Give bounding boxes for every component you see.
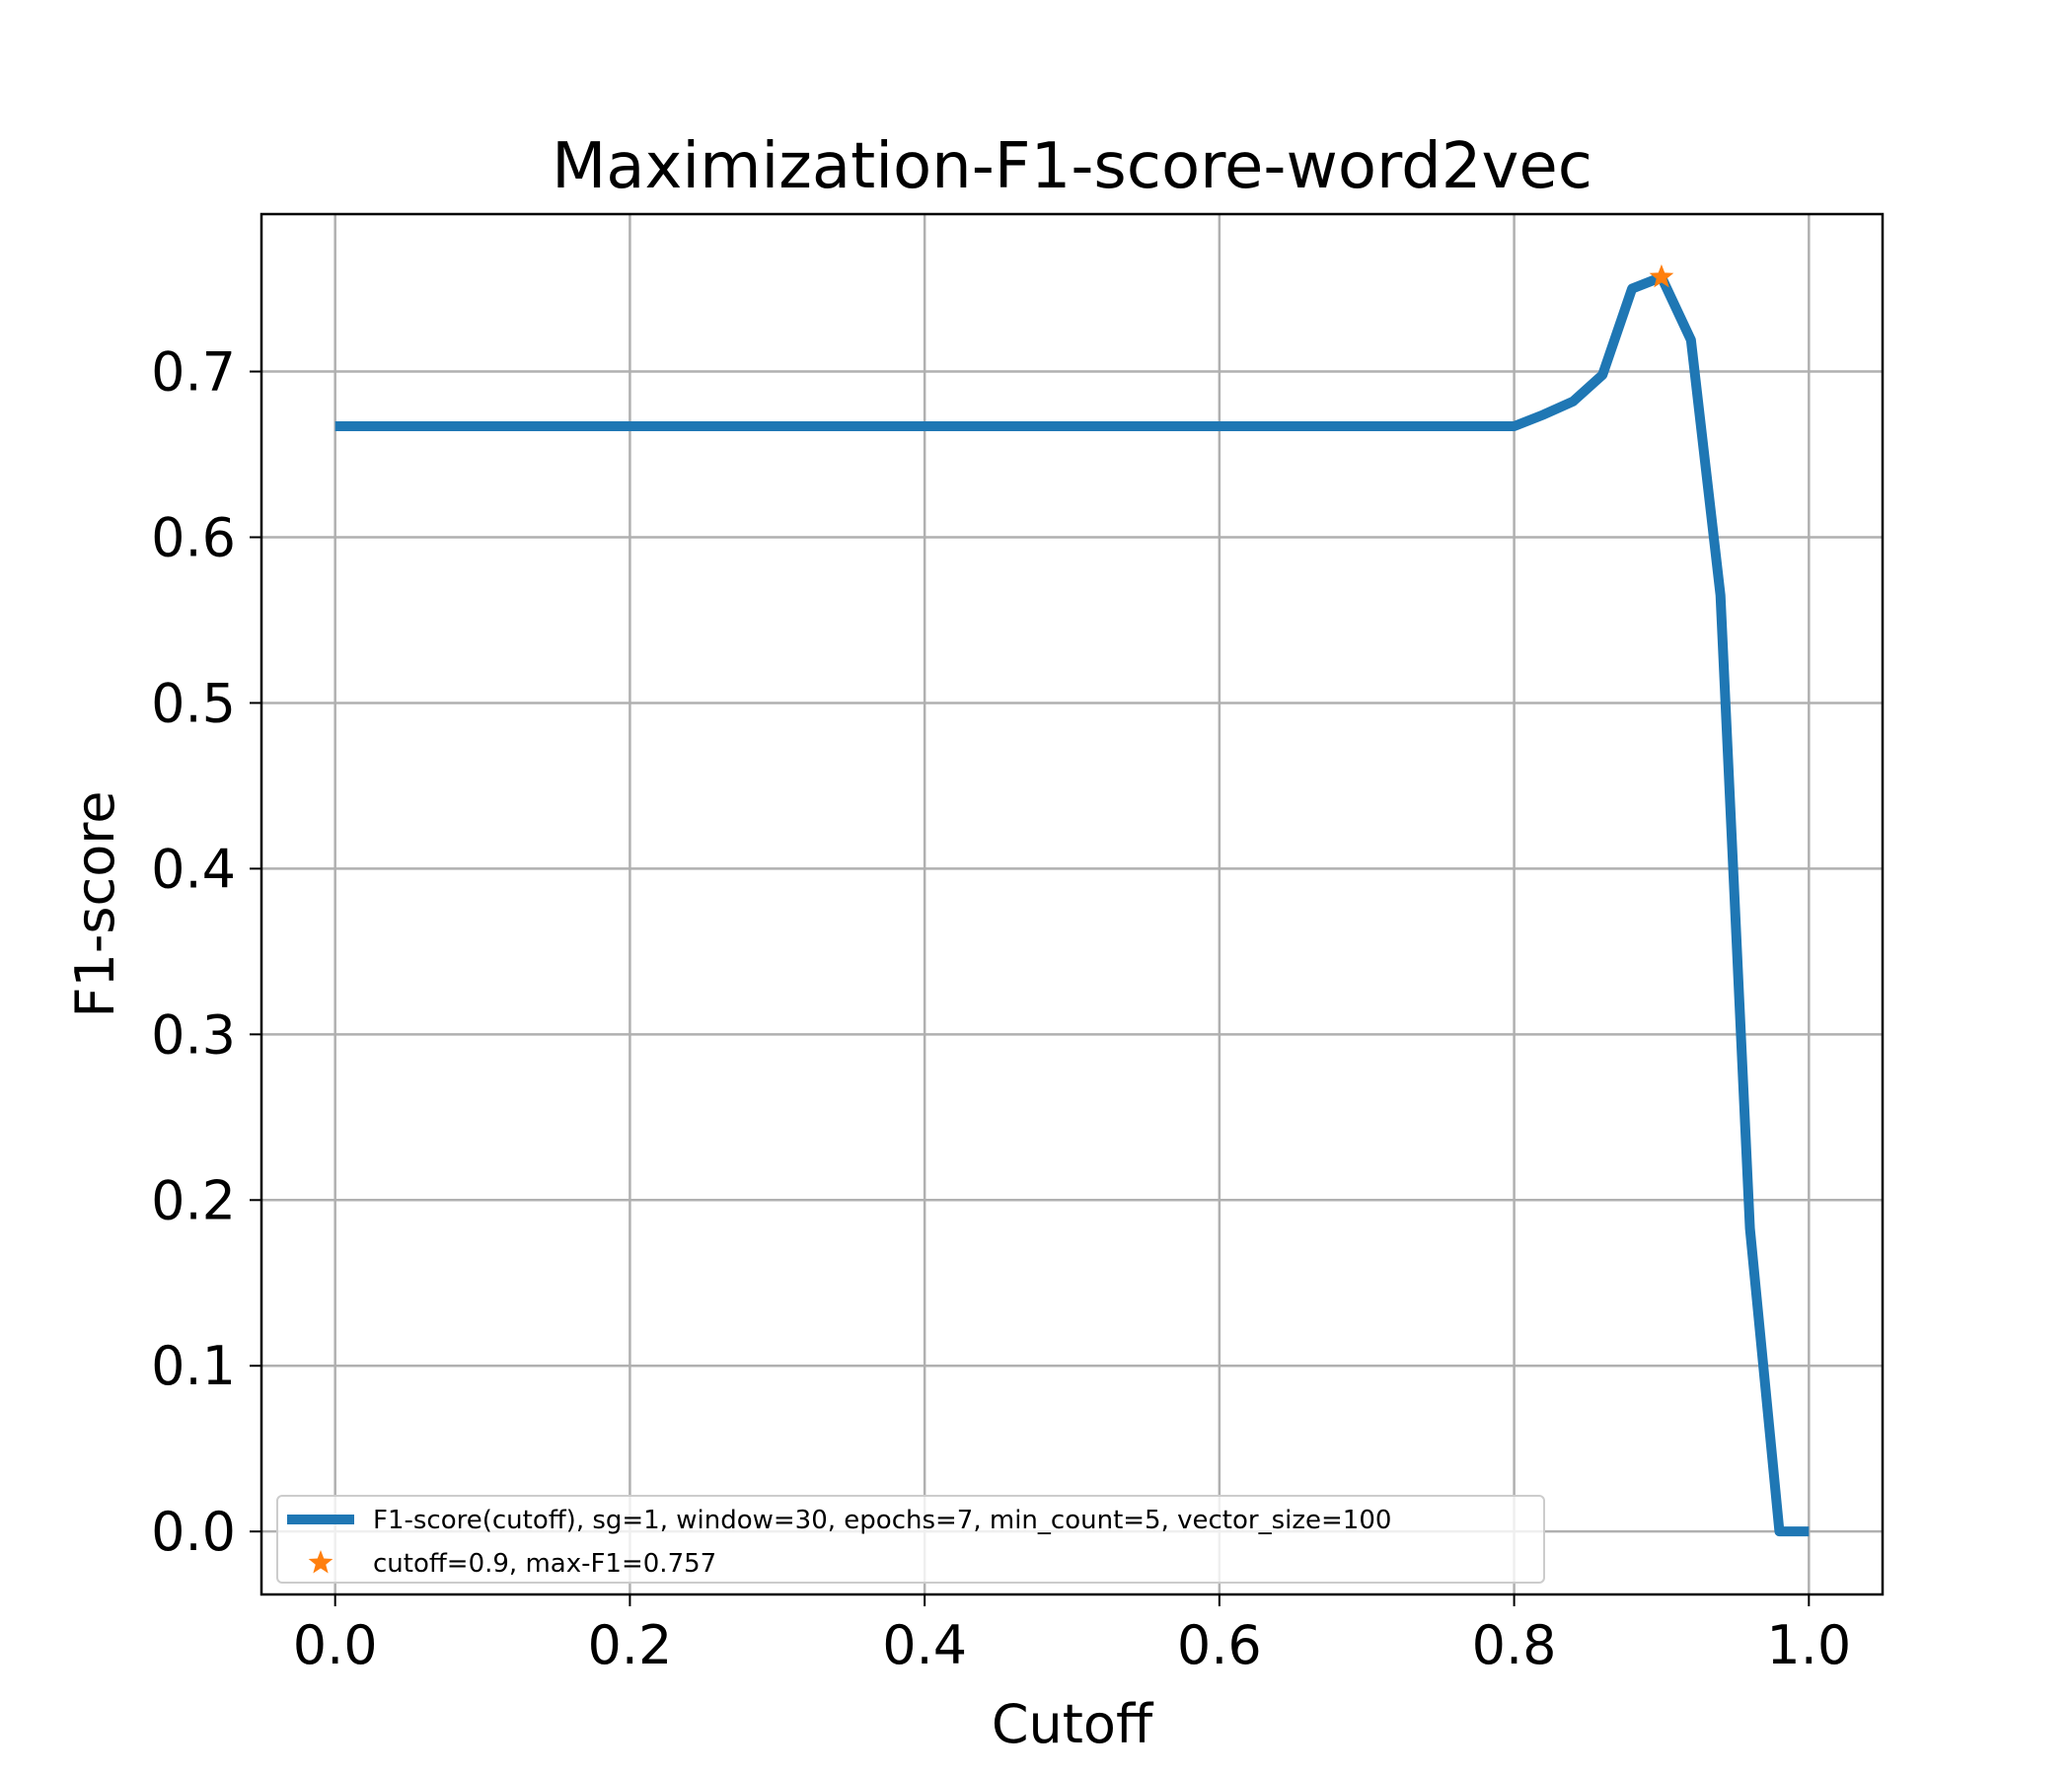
legend: F1-score(cutoff), sg=1, window=30, epoch… xyxy=(276,1495,1545,1584)
y-tick-label: 0.4 xyxy=(151,838,236,900)
y-tick-label: 0.2 xyxy=(151,1169,236,1231)
y-tick-label: 0.1 xyxy=(151,1335,236,1397)
max-f1-star-marker xyxy=(1649,263,1674,288)
y-tick-label: 0.3 xyxy=(151,1003,236,1066)
legend-entries: F1-score(cutoff), sg=1, window=30, epoch… xyxy=(287,1506,1391,1579)
x-tick-label: 0.8 xyxy=(1472,1614,1557,1676)
x-axis-label: Cutoff xyxy=(992,1693,1154,1755)
y-tick-label: 0.0 xyxy=(151,1501,236,1563)
x-tick-label: 0.2 xyxy=(587,1614,672,1676)
y-tick-label: 0.7 xyxy=(151,341,236,404)
legend-box xyxy=(276,1495,1545,1584)
x-tick-label: 1.0 xyxy=(1766,1614,1851,1676)
legend-star-swatch xyxy=(308,1550,333,1574)
legend-label: F1-score(cutoff), sg=1, window=30, epoch… xyxy=(373,1506,1391,1535)
y-tick-label: 0.5 xyxy=(151,672,236,734)
grid xyxy=(261,214,1883,1594)
axis-ticks: 0.0 0.2 0.4 0.6 0.8 1.0 0.0 0.1 0.2 0.3 0.4 0.5 0.6 0… xyxy=(151,341,1851,1676)
y-axis-label: F1-score xyxy=(64,790,126,1017)
x-tick-label: 0.6 xyxy=(1177,1614,1262,1676)
chart-title: Maximization-F1-score-word2vec xyxy=(552,130,1592,203)
plot-frame xyxy=(259,212,1885,1596)
x-tick-label: 0.4 xyxy=(882,1614,967,1676)
legend-label: cutoff=0.9, max-F1=0.757 xyxy=(373,1549,716,1579)
plot-series xyxy=(334,263,1810,1537)
y-tick-label: 0.6 xyxy=(151,506,236,568)
x-tick-label: 0.0 xyxy=(293,1614,378,1676)
series-line xyxy=(334,271,1810,1537)
